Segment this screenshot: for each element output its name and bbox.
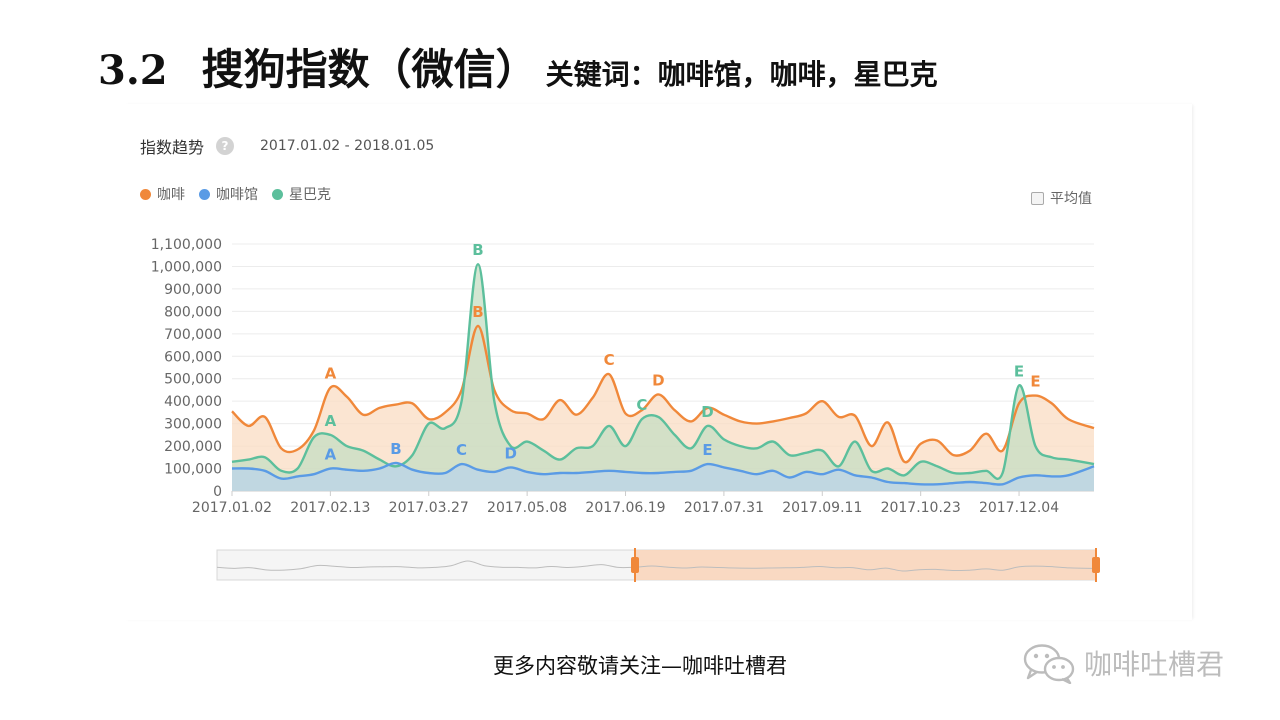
series-line-coffee	[231, 324, 1095, 464]
x-tick-label: 2017.07.31	[684, 500, 764, 516]
range-handle-end[interactable]	[1092, 557, 1100, 573]
legend-label-cafe: 咖啡馆	[216, 187, 258, 203]
section-number: 3.2	[98, 47, 168, 94]
legend-dot-starbucks	[272, 188, 283, 200]
panel-title: 指数趋势	[140, 138, 205, 157]
y-tick-label: 1,000,000	[151, 259, 222, 275]
slide-main-title: 搜狗指数（微信）	[201, 45, 538, 94]
annotation-b: B	[472, 303, 483, 321]
annotation-b: B	[390, 440, 401, 458]
index-trend-panel: 指数趋势 ? 2017.01.02 - 2018.01.05 咖啡 咖啡馆 星巴…	[124, 104, 1192, 620]
y-tick-label: 300,000	[164, 417, 222, 433]
annotation-e: E	[702, 441, 712, 459]
series-area-starbucks	[232, 264, 1094, 491]
brand-label: 咖啡吐槽君	[1084, 648, 1225, 681]
series-area-cafe	[232, 462, 1094, 491]
average-checkbox[interactable]	[1031, 191, 1044, 205]
range-handle-start[interactable]	[631, 557, 640, 573]
legend-dot-coffee	[140, 188, 151, 200]
annotation-e: E	[1030, 373, 1040, 391]
x-tick-label: 2017.02.13	[290, 500, 370, 516]
y-tick-label: 800,000	[164, 304, 222, 320]
legend-item-cafe[interactable]: 咖啡馆	[199, 184, 258, 204]
annotation-a: A	[325, 446, 337, 464]
range-selector-overview-line	[216, 560, 1097, 572]
chart-legend: 咖啡 咖啡馆 星巴克	[140, 184, 345, 204]
x-tick-label: 2017.12.04	[979, 500, 1059, 516]
x-tick-label: 2017.06.19	[585, 500, 665, 516]
legend-label-starbucks: 星巴克	[289, 187, 331, 203]
y-tick-label: 700,000	[164, 327, 222, 343]
trend-chart: 0 100,000 200,000 300,000 400,000 500,000 600,…	[151, 237, 1100, 582]
footer-text: 更多内容敬请关注—咖啡吐槽君	[493, 654, 787, 678]
y-tick-label: 100,000	[164, 462, 222, 478]
x-tick-label: 2017.01.02	[192, 500, 272, 516]
date-range: 2017.01.02 - 2018.01.05	[260, 138, 435, 154]
legend-label-coffee: 咖啡	[157, 187, 185, 203]
annotation-e: E	[1014, 362, 1024, 380]
x-tick-label: 2017.10.23	[881, 500, 961, 516]
average-label: 平均值	[1050, 191, 1092, 207]
y-tick-label: 400,000	[164, 394, 222, 410]
annotation-c: C	[636, 396, 647, 414]
x-tick-label: 2017.03.27	[389, 500, 469, 516]
series-line-starbucks	[231, 263, 1095, 480]
average-toggle[interactable]: 平均值	[1031, 188, 1092, 208]
legend-dot-cafe	[199, 188, 210, 200]
y-tick-label: 500,000	[164, 372, 222, 388]
annotation-a: A	[325, 412, 337, 430]
annotation-c: C	[604, 351, 615, 369]
slide-title: 3.2 搜狗指数（微信） 关键词：咖啡馆，咖啡，星巴克	[98, 36, 938, 97]
series-line-cafe	[231, 461, 1095, 486]
brand-badge: 咖啡吐槽君	[1022, 642, 1224, 684]
slide-keywords: 关键词：咖啡馆，咖啡，星巴克	[545, 58, 938, 91]
wechat-icon	[1023, 644, 1075, 684]
x-tick-label: 2017.09.11	[782, 500, 862, 516]
y-tick-label: 1,100,000	[151, 237, 222, 253]
y-tick-label: 200,000	[164, 439, 222, 455]
legend-item-starbucks[interactable]: 星巴克	[272, 184, 331, 204]
range-selector-window	[635, 550, 1096, 580]
question-mark-icon[interactable]: ?	[216, 137, 235, 155]
annotation-d: D	[505, 444, 517, 462]
panel-header: 指数趋势 ? 2017.01.02 - 2018.01.05	[140, 134, 434, 158]
x-tick-label: 2017.05.08	[487, 500, 567, 516]
annotation-d: D	[701, 403, 713, 421]
annotation-b: B	[472, 241, 483, 259]
annotation-d: D	[652, 371, 664, 389]
annotation-a: A	[325, 365, 337, 383]
y-tick-label: 0	[213, 484, 222, 500]
y-tick-label: 900,000	[164, 282, 222, 298]
y-tick-label: 600,000	[164, 349, 222, 365]
annotation-c: C	[456, 441, 467, 459]
legend-item-coffee[interactable]: 咖啡	[140, 184, 185, 204]
